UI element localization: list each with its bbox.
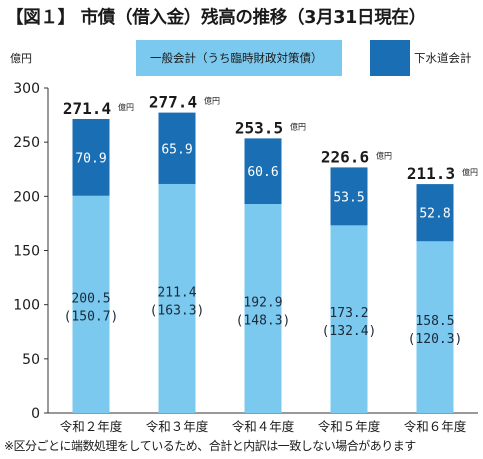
data-label-general: 158.5	[415, 314, 454, 329]
data-label-general: 200.5	[71, 291, 110, 306]
bar-general	[158, 183, 196, 413]
data-label-sewer: 60.6	[247, 165, 278, 180]
data-label-sewer: 65.9	[161, 142, 192, 157]
legend-swatch-sewer	[370, 40, 410, 76]
total-unit-label: 億円	[376, 150, 392, 160]
x-tick-label: 令和４年度	[232, 419, 295, 434]
bar-general	[416, 241, 454, 413]
data-label-special-bond: (163.3)	[150, 303, 205, 318]
y-tick-label: 150	[13, 244, 40, 260]
bar-sewer	[158, 112, 196, 184]
chart-title: 【図１】 市債（借入金）残高の推移（3月31日現在）	[6, 8, 426, 28]
bar-general	[330, 225, 368, 413]
footnote: ※区分ごとに端数処理をしているため、合計と内訳は一致しない場合があります	[4, 439, 416, 453]
bar-sewer	[416, 184, 454, 242]
x-tick-label: 令和６年度	[404, 419, 467, 434]
legend-swatch-general	[136, 40, 342, 76]
total-unit-label: 億円	[204, 96, 220, 106]
legend: 一般会計（うち臨時財政対策債） 下水道会計	[0, 40, 483, 80]
total-label: 226.6	[321, 147, 369, 166]
data-label-sewer: 70.9	[75, 151, 106, 166]
total-unit-label: 億円	[462, 167, 478, 177]
bar-sewer	[72, 118, 110, 196]
x-tick-label: 令和３年度	[146, 419, 209, 434]
total-unit-label: 億円	[118, 102, 134, 112]
x-tick-label: 令和２年度	[60, 419, 123, 434]
data-label-sewer: 52.8	[419, 207, 450, 222]
x-tick-label: 令和５年度	[318, 419, 381, 434]
bar-sewer	[244, 138, 282, 205]
data-label-sewer: 53.5	[333, 190, 364, 205]
data-label-general: 173.2	[329, 306, 368, 321]
y-axis-unit: 億円	[10, 52, 32, 65]
y-tick-label: 250	[13, 135, 40, 151]
data-label-general: 192.9	[243, 296, 282, 311]
data-label-special-bond: (148.3)	[236, 314, 291, 329]
data-label-general: 211.4	[157, 285, 196, 300]
y-tick-label: 0	[31, 406, 40, 422]
data-label-special-bond: (120.3)	[408, 332, 463, 347]
total-label: 211.3	[407, 164, 455, 183]
legend-label-general: 一般会計（うち臨時財政対策債）	[150, 51, 323, 65]
legend-label-sewer: 下水道会計	[414, 51, 472, 65]
y-tick-label: 100	[13, 298, 40, 314]
y-tick-label: 50	[22, 352, 40, 368]
total-unit-label: 億円	[290, 121, 306, 131]
y-tick-label: 200	[13, 189, 40, 205]
bar-general	[244, 204, 282, 413]
y-tick-label: 300	[13, 81, 40, 97]
bar-general	[72, 195, 110, 413]
data-label-special-bond: (132.4)	[322, 324, 377, 339]
data-label-special-bond: (150.7)	[64, 309, 119, 324]
total-label: 253.5	[235, 118, 283, 137]
total-label: 271.4	[63, 99, 111, 118]
bar-sewer	[330, 167, 368, 226]
total-label: 277.4	[149, 93, 197, 112]
